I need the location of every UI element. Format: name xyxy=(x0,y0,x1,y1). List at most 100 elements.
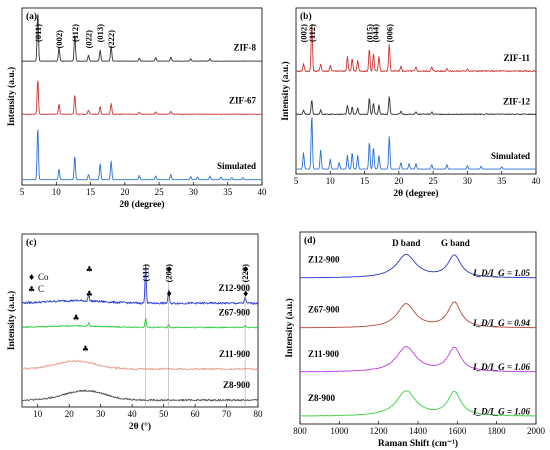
series-line-zif-11 xyxy=(295,23,537,73)
x-tick-label: 50 xyxy=(159,409,169,419)
series-line-z8-900 xyxy=(299,390,537,417)
series-line-z67-900 xyxy=(299,301,537,329)
y-axis-label: Intensity (a.u.) xyxy=(280,61,291,120)
co-marker-icon: ♦ xyxy=(28,273,35,282)
x-tick-label: 30 xyxy=(189,187,199,197)
y-axis-label: Intensity (a.u.) xyxy=(6,67,17,126)
co-marker-icon: ♦ xyxy=(242,289,249,298)
peak-index-label: (220) xyxy=(240,264,250,283)
peak-index-label: (013) xyxy=(95,24,105,43)
series-label: Z12-900 xyxy=(219,283,251,293)
series-line-zif-8 xyxy=(22,13,263,62)
x-tick-label: 5 xyxy=(20,187,25,197)
band-label: G band xyxy=(441,238,470,248)
series-label: Z67-900 xyxy=(308,305,340,315)
peak-index-label: (006) xyxy=(384,24,394,43)
y-axis-label: Intensity (a.u.) xyxy=(284,298,295,357)
x-tick-label: 35 xyxy=(497,176,507,186)
plot-frame xyxy=(21,7,263,186)
x-tick-label: 70 xyxy=(222,409,232,419)
id-ig-ratio: I_D/I_G = 1.05 xyxy=(472,268,530,278)
c-marker-icon: ♣ xyxy=(82,345,89,354)
id-ig-ratio: I_D/I_G = 0.94 xyxy=(472,318,530,328)
x-tick-label: 40 xyxy=(258,187,268,197)
co-marker-icon: ♦ xyxy=(166,265,173,274)
x-tick-label: 40 xyxy=(532,176,542,186)
x-tick-label: 15 xyxy=(360,176,370,186)
panel-label: (d) xyxy=(304,235,316,246)
plot-frame xyxy=(21,233,259,408)
c-marker-icon: ♣ xyxy=(28,285,35,294)
series-label: ZIF-12 xyxy=(503,96,531,106)
x-tick-label: 1600 xyxy=(448,426,467,436)
y-axis-label: Intensity (a.u.) xyxy=(6,291,17,350)
x-tick-label: 30 xyxy=(96,409,106,419)
legend-label: C xyxy=(38,284,44,294)
x-tick-label: 20 xyxy=(394,176,404,186)
series-line-z12-900 xyxy=(299,253,537,279)
chart-panel-3: 10 20 30 40 50 60 70 80 (c) 2θ (°) Intensity (a.u.… xyxy=(6,233,263,432)
c-marker-icon: ♣ xyxy=(72,314,79,323)
x-axis-label: 2θ (degree) xyxy=(393,188,438,199)
panel-label: (a) xyxy=(26,11,37,22)
chart-panel-2: 5 10 15 20 25 30 35 40 (b) 2θ (degree) Intensity (… xyxy=(280,7,542,199)
series-line-z67-900 xyxy=(21,317,259,329)
series-label: Z8-900 xyxy=(223,380,251,390)
series-line-simulated xyxy=(22,129,262,181)
peak-index-label: (222) xyxy=(106,30,116,49)
legend-label: Co xyxy=(38,272,49,282)
x-axis-label: 2θ (°) xyxy=(129,421,151,432)
series-label: Z11-900 xyxy=(308,349,340,359)
x-tick-label: 800 xyxy=(293,426,307,436)
x-tick-label: 1000 xyxy=(330,426,349,436)
panel-label: (b) xyxy=(300,11,312,22)
series-label: Simulated xyxy=(217,161,256,171)
panel-label: (c) xyxy=(26,237,37,248)
co-marker-icon: ♦ xyxy=(242,265,249,274)
x-axis-label: 2θ (degree) xyxy=(119,199,164,210)
series-line-simulated xyxy=(296,117,536,170)
series-line-zif-67 xyxy=(21,80,263,115)
c-marker-icon: ♣ xyxy=(86,289,93,298)
series-line-z12-900 xyxy=(21,264,259,305)
co-marker-icon: ♦ xyxy=(166,289,173,298)
series-line-z8-900 xyxy=(21,389,259,402)
peak-index-label: (022) xyxy=(84,30,94,49)
x-axis-label: Raman Shift (cm⁻¹) xyxy=(378,438,458,449)
id-ig-ratio: I_D/I_G = 1.06 xyxy=(472,406,530,416)
series-label: ZIF-67 xyxy=(229,96,257,106)
x-tick-label: 10 xyxy=(33,409,43,419)
x-tick-label: 1400 xyxy=(409,426,428,436)
chart-panel-4: 800 1000 1200 1400 1600 1800 2000 (d) Raman Shif… xyxy=(284,231,546,449)
peak-index-label: (011) xyxy=(33,24,43,42)
x-tick-label: 25 xyxy=(429,176,439,186)
x-tick-label: 20 xyxy=(65,409,75,419)
x-tick-label: 2000 xyxy=(527,426,546,436)
series-line-z11-900 xyxy=(21,359,259,371)
x-tick-label: 25 xyxy=(155,187,165,197)
band-label: D band xyxy=(392,238,420,248)
peak-index-label: (002) xyxy=(299,24,309,43)
series-label: Z12-900 xyxy=(308,255,340,265)
id-ig-ratio: I_D/I_G = 1.06 xyxy=(472,362,530,372)
series-line-zif-12 xyxy=(295,96,537,116)
peak-index-label: (112) xyxy=(307,24,317,42)
peak-index-label: (015) xyxy=(364,24,374,43)
chart-panel-1: 5 10 15 20 25 30 35 40 (a) 2θ (degree) Intensity (… xyxy=(6,7,268,210)
series-line-z11-900 xyxy=(299,346,537,373)
series-label: Z11-900 xyxy=(219,349,251,359)
x-tick-label: 1200 xyxy=(370,426,389,436)
x-tick-label: 5 xyxy=(294,176,299,186)
c-marker-icon: ♣ xyxy=(86,265,93,274)
peak-index-label: (044) xyxy=(371,24,381,43)
peak-index-label: (002) xyxy=(54,30,64,49)
series-label: Z8-900 xyxy=(308,393,336,403)
series-label: Z67-900 xyxy=(219,307,251,317)
series-label: Simulated xyxy=(491,151,530,161)
x-tick-label: 20 xyxy=(120,187,130,197)
x-tick-label: 35 xyxy=(223,187,233,197)
peak-index-label: (200) xyxy=(164,264,174,283)
x-tick-label: 15 xyxy=(86,187,96,197)
x-tick-label: 30 xyxy=(463,176,473,186)
